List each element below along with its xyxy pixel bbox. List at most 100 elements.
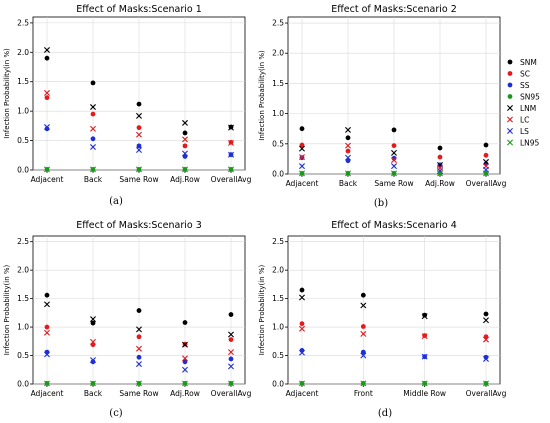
- data-point-ls-stroke: [182, 150, 188, 157]
- legend-marker-sc: [507, 71, 513, 76]
- data-point-ln95: [44, 166, 50, 173]
- x-tick-label: Adjacent: [31, 175, 64, 184]
- x-tick-label: Same Row: [374, 179, 413, 188]
- y-tick-label: 2.0: [17, 266, 29, 275]
- data-point-snm: [136, 308, 142, 313]
- data-point-ls-stroke: [228, 363, 234, 370]
- legend-label-sc: SC: [520, 69, 530, 78]
- data-point-lc-stroke: [136, 345, 142, 352]
- data-point-lnm: [182, 341, 188, 348]
- y-tick-label: 0.5: [17, 136, 29, 145]
- data-point-sc: [136, 125, 142, 131]
- data-point-ln95: [391, 170, 397, 177]
- data-point-sc: [345, 148, 351, 154]
- legend-marker-ss: [507, 82, 513, 88]
- x-tick-label: Adjacent: [286, 179, 319, 188]
- series-lc: [299, 142, 489, 171]
- data-point-ln95-stroke: [228, 380, 234, 387]
- data-point-ls: [345, 154, 351, 161]
- data-point-ls-stroke: [299, 163, 305, 170]
- y-tick-label: 1.0: [17, 323, 29, 332]
- data-point-lnm: [391, 149, 397, 156]
- data-point-snm: [44, 55, 50, 61]
- x-tick-label: Back: [339, 179, 358, 188]
- data-point-ls-stroke: [437, 167, 443, 174]
- data-point-ls-stroke: [345, 154, 351, 161]
- data-point-lc: [228, 349, 234, 356]
- data-point-lnm: [360, 302, 367, 309]
- data-point-lc: [90, 125, 96, 132]
- data-point-lc: [44, 329, 50, 336]
- y-tick-label: 2.0: [272, 49, 284, 58]
- series-sc: [299, 142, 489, 160]
- data-point-lc-stroke: [182, 136, 188, 143]
- data-point-sc: [360, 324, 366, 329]
- data-point-lnm: [44, 46, 50, 53]
- y-tick-label: 0.5: [272, 351, 284, 360]
- data-point-ls: [391, 163, 397, 170]
- data-point-sc: [44, 324, 50, 330]
- data-point-lnm: [90, 104, 96, 111]
- data-point-ln95-stroke: [483, 170, 489, 177]
- data-point-ss: [228, 356, 234, 362]
- data-point-lnm: [182, 119, 188, 126]
- y-tick-label: 1.5: [17, 294, 29, 303]
- data-point-lc-stroke: [44, 329, 50, 336]
- series-ss: [299, 348, 489, 360]
- data-point-lnm-stroke: [483, 317, 489, 324]
- subfigure-caption: (b): [374, 198, 388, 209]
- data-point-ln95: [483, 380, 489, 387]
- data-point-lc: [228, 139, 234, 146]
- data-point-lc-stroke: [136, 131, 142, 138]
- data-point-ls: [136, 147, 142, 153]
- data-point-ln95: [299, 170, 305, 177]
- y-tick-label: 2.5: [272, 237, 284, 246]
- x-tick-label: OverallAvg: [211, 175, 252, 184]
- data-point-ls-stroke: [228, 151, 234, 158]
- data-point-snm: [483, 142, 489, 148]
- data-point-lc: [299, 325, 305, 332]
- data-point-ls-stroke: [136, 361, 142, 368]
- data-point-lnm: [299, 294, 305, 301]
- y-tick-label: 1.0: [17, 107, 29, 116]
- x-tick-label: Same Row: [119, 389, 158, 398]
- data-point-lc-stroke: [299, 154, 305, 161]
- data-point-sc: [299, 321, 305, 327]
- legend-marker-ls-stroke: [507, 128, 513, 134]
- data-point-lnm-stroke: [90, 104, 96, 111]
- data-point-ln95: [360, 380, 367, 387]
- chart-title: Effect of Masks:Scenario 4: [331, 220, 457, 231]
- data-point-ls-stroke: [44, 351, 50, 358]
- data-point-lnm-stroke: [90, 316, 96, 323]
- data-point-ss: [360, 349, 366, 355]
- data-point-lnm-stroke: [182, 341, 188, 348]
- data-point-lc-stroke: [483, 336, 489, 343]
- data-point-ln95-stroke: [391, 170, 397, 177]
- legend-label-lc: LC: [520, 115, 529, 124]
- data-point-ln95: [483, 170, 489, 177]
- data-point-ln95-stroke: [44, 380, 50, 387]
- data-point-sc: [391, 143, 397, 149]
- legend-marker-snm: [507, 59, 513, 65]
- data-point-snm: [182, 130, 188, 136]
- data-point-lnm: [44, 301, 50, 308]
- data-point-lnm: [136, 112, 142, 119]
- data-point-ss: [136, 354, 142, 360]
- data-point-lc-stroke: [90, 125, 96, 132]
- data-point-lc-stroke: [90, 338, 96, 345]
- data-point-ls: [228, 151, 234, 158]
- x-tick-label: OverallAvg: [466, 389, 507, 398]
- series-ls: [44, 351, 234, 373]
- series-ln95: [44, 166, 234, 173]
- data-point-ln95-stroke: [182, 166, 188, 173]
- series-sc: [299, 321, 489, 340]
- data-point-sc: [90, 111, 96, 117]
- y-tick-label: 1.0: [272, 323, 284, 332]
- data-point-ss: [136, 143, 142, 149]
- data-point-ln95-stroke: [136, 380, 142, 387]
- data-point-lc-stroke: [299, 325, 305, 332]
- y-tick-label: 0.0: [17, 166, 29, 175]
- data-point-ln95-stroke: [90, 166, 96, 173]
- legend-marker-lc-stroke: [507, 116, 513, 123]
- data-point-lc-stroke: [421, 333, 428, 340]
